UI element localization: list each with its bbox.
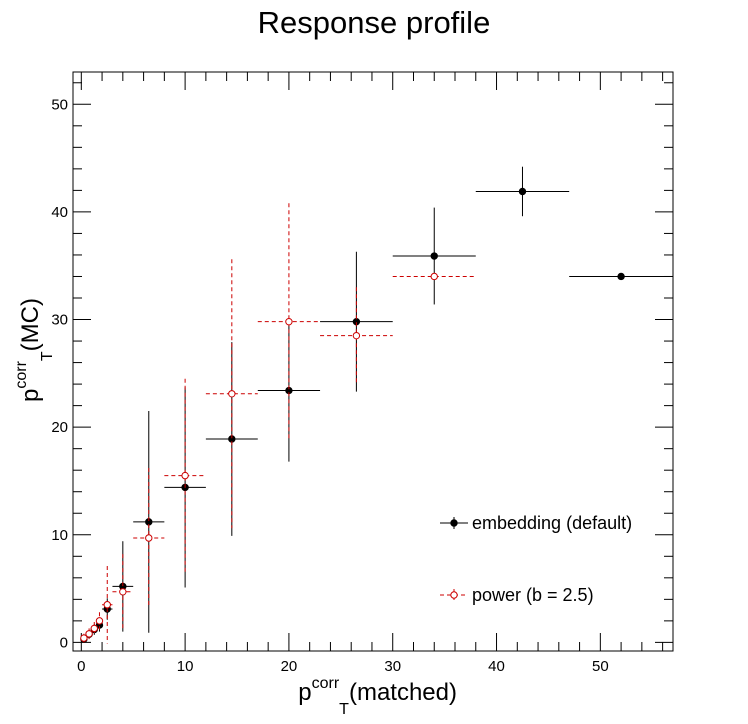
plot-frame [72,71,674,652]
data-point [95,617,104,625]
y-tick-label: 10 [51,527,68,544]
data-point [430,252,438,260]
data-series [80,166,673,644]
data-point [352,331,361,340]
data-point [285,317,293,326]
data-point [80,634,88,642]
x-axis-title-main: p [298,679,311,706]
data-point [103,601,111,609]
y-tick-label: 30 [51,312,68,329]
x-axis-title: pcorr T(matched) [298,675,457,718]
data-point [430,272,438,281]
data-point [119,588,127,596]
data-point [518,187,527,196]
data-point [90,624,98,633]
series-power [80,203,476,644]
y-axis-title: pcorr T(MC) [13,298,56,402]
x-axis-title-suffix: (matched) [349,679,457,706]
legend-label-embedding: embedding (default) [472,513,632,533]
data-point [145,534,153,542]
y-axis-title-sub: T [39,351,56,361]
x-tick-label: 0 [77,658,85,675]
legend-marker-power [450,591,458,599]
plot-area-border [72,71,674,652]
y-tick-label: 20 [51,419,68,436]
y-axis-title-sup: corr [13,360,30,388]
y-axis-title-main: p [17,389,44,402]
legend-marker-embedding [450,519,458,527]
legend: embedding (default) power (b = 2.5) [440,513,632,605]
chart-title: Response profile [258,5,491,40]
x-tick-label: 30 [384,658,401,675]
data-point [617,272,625,281]
legend-label-power: power (b = 2.5) [472,585,594,605]
y-tick-label: 40 [51,204,68,221]
x-tick-label: 40 [488,658,505,675]
x-tick-label: 20 [281,658,298,675]
data-point [85,630,93,638]
x-axis-title-sub: T [339,701,349,718]
axis-ticks: 0 10 20 30 40 50 0 10 20 30 40 50 [51,72,673,675]
x-tick-label: 10 [177,658,194,675]
data-point [228,390,236,398]
x-axis-title-sup: corr [312,675,340,692]
x-tick-label: 50 [592,658,609,675]
y-axis-title-suffix: (MC) [17,298,44,351]
data-point [181,471,189,480]
y-tick-label: 0 [60,634,68,651]
y-tick-label: 50 [51,96,68,113]
